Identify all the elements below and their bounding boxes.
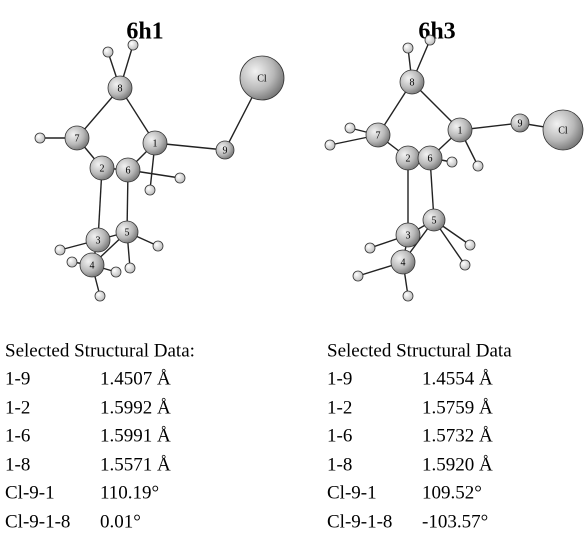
- row-value: 110.19°: [100, 482, 159, 503]
- atom-label: 7: [75, 133, 80, 144]
- hydrogen: [365, 243, 375, 253]
- atom-label: 5: [125, 227, 130, 238]
- hydrogen: [460, 260, 470, 270]
- atom-label: 1: [153, 138, 158, 149]
- hydrogen: [345, 123, 355, 133]
- hydrogen: [353, 271, 363, 281]
- atom-label: 9: [223, 145, 228, 156]
- row-label: 1-8: [5, 454, 30, 475]
- hydrogen: [145, 185, 155, 195]
- hydrogen: [67, 257, 77, 267]
- row-label: 1-2: [5, 397, 30, 418]
- row-label: 1-6: [5, 425, 30, 446]
- atom-label: 4: [90, 260, 95, 271]
- atom-label: 6: [428, 153, 433, 164]
- table-heading: Selected Structural Data: [327, 340, 512, 361]
- row-value: 1.4507 Å: [100, 368, 171, 389]
- row-value: -103.57°: [422, 511, 488, 532]
- atom-label: 8: [118, 83, 123, 94]
- hydrogen: [403, 43, 413, 53]
- atom-label: Cl: [257, 73, 267, 84]
- row-value: 109.52°: [422, 482, 482, 503]
- row-value: 1.5759 Å: [422, 397, 493, 418]
- atom-label: 6: [126, 165, 131, 176]
- atom-label: 2: [406, 153, 411, 164]
- hydrogen: [473, 161, 483, 171]
- row-label: 1-2: [327, 397, 352, 418]
- row-value: 1.4554 Å: [422, 368, 493, 389]
- hydrogen: [175, 173, 185, 183]
- row-value: 0.01°: [100, 511, 141, 532]
- row-label: 1-9: [5, 368, 30, 389]
- hydrogen: [128, 40, 138, 50]
- row-label: 1-9: [327, 368, 352, 389]
- atom-label: 9: [518, 118, 523, 129]
- hydrogen: [103, 47, 113, 57]
- hydrogen: [55, 245, 65, 255]
- row-label: Cl-9-1: [5, 482, 55, 503]
- atom-label: 3: [96, 235, 101, 246]
- atom-label: 5: [432, 215, 437, 226]
- atom-label: 7: [376, 130, 381, 141]
- page: 6h1Cl871926354Selected Structural Data:1…: [0, 0, 584, 546]
- hydrogen: [465, 240, 475, 250]
- atom-label: 2: [100, 163, 105, 174]
- hydrogen: [153, 241, 163, 251]
- hydrogen: [35, 133, 45, 143]
- row-label: 1-8: [327, 454, 352, 475]
- row-label: Cl-9-1-8: [327, 511, 392, 532]
- atom-label: 4: [401, 257, 406, 268]
- hydrogen: [125, 263, 135, 273]
- hydrogen: [447, 157, 457, 167]
- hydrogen: [425, 35, 435, 45]
- row-label: 1-6: [327, 425, 352, 446]
- atom-label: 1: [458, 125, 463, 136]
- hydrogen: [325, 140, 335, 150]
- row-value: 1.5571 Å: [100, 454, 171, 475]
- row-value: 1.5920 Å: [422, 454, 493, 475]
- row-value: 1.5992 Å: [100, 397, 171, 418]
- hydrogen: [95, 291, 105, 301]
- figure: 6h1Cl871926354Selected Structural Data:1…: [0, 0, 584, 546]
- row-value: 1.5991 Å: [100, 425, 171, 446]
- hydrogen: [403, 291, 413, 301]
- table-heading: Selected Structural Data:: [5, 340, 195, 361]
- panel-title: 6h3: [418, 19, 455, 45]
- atom-label: Cl: [558, 125, 568, 136]
- atom-label: 3: [406, 230, 411, 241]
- row-label: Cl-9-1: [327, 482, 377, 503]
- hydrogen: [111, 267, 121, 277]
- row-value: 1.5732 Å: [422, 425, 493, 446]
- atom-label: 8: [410, 77, 415, 88]
- row-label: Cl-9-1-8: [5, 511, 70, 532]
